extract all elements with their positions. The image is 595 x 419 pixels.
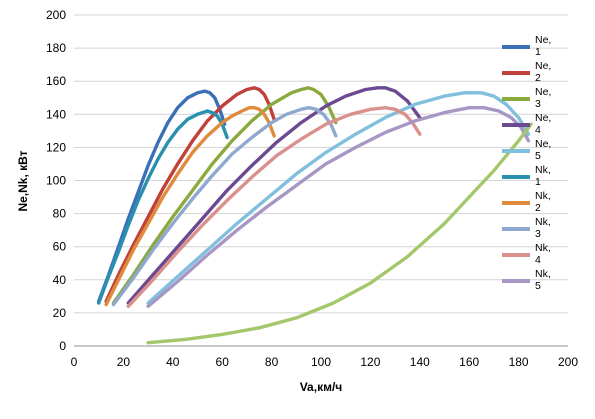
x-tick-label: 200	[558, 355, 578, 369]
series-line-8	[111, 106, 338, 307]
series-line-1	[97, 89, 227, 303]
y-tick-label: 200	[46, 8, 66, 22]
y-tick-label: 40	[53, 273, 67, 287]
legend-label: Nk, 1	[535, 164, 551, 188]
y-tick-label: 180	[46, 41, 66, 55]
y-tick-label: 80	[53, 207, 67, 221]
x-tick-label: 40	[166, 355, 180, 369]
legend-label: Ne, 4	[535, 112, 551, 136]
y-tick-label: 100	[46, 174, 66, 188]
y-tick-label: 60	[53, 240, 67, 254]
legend-label: Nk, 2	[535, 190, 551, 214]
legend-label: Ne, 1	[535, 34, 551, 58]
series-lines	[97, 86, 533, 345]
series-line-7	[104, 106, 276, 307]
tick-labels: 0 20 40 60 80 100 120 140 160 180 200 0 20 40 60 80 100 1…	[46, 8, 578, 369]
y-axis-title: Ne,Nk, кВт	[16, 150, 30, 211]
x-tick-label: 180	[509, 355, 529, 369]
series-line-5	[146, 91, 531, 305]
legend-label: Nk, 5	[535, 268, 551, 292]
x-tick-label: 140	[410, 355, 430, 369]
legend-label: Ne, 5	[535, 138, 551, 162]
x-tick-label: 20	[117, 355, 131, 369]
legend-label: Nk, 4	[535, 242, 551, 266]
y-tick-label: 160	[46, 74, 66, 88]
y-tick-label: 140	[46, 107, 66, 121]
x-tick-label: 100	[311, 355, 331, 369]
series-line-10	[146, 106, 531, 308]
legend-label: Ne, 3	[535, 86, 551, 110]
legend: Ne, 1 Ne, 2 Ne, 3 Ne, 4 Ne, 5 Nk, 1 Nk, 2 Nk, 3 Nk, 4 Nk, 5	[502, 34, 551, 292]
y-tick-label: 20	[53, 306, 67, 320]
legend-label: Nk, 3	[535, 216, 551, 240]
y-tick-label: 0	[59, 339, 66, 353]
x-tick-label: 80	[265, 355, 279, 369]
x-axis-title: Va,км/ч	[300, 380, 343, 394]
series-line-4	[126, 86, 422, 305]
series-line-6	[97, 109, 229, 305]
series-line-11	[146, 122, 533, 345]
y-tick-label: 120	[46, 140, 66, 154]
x-tick-label: 120	[360, 355, 380, 369]
legend-label: Ne, 2	[535, 60, 551, 84]
x-tick-label: 0	[71, 355, 78, 369]
x-tick-label: 60	[216, 355, 230, 369]
series-line-9	[126, 106, 422, 308]
x-tick-label: 160	[459, 355, 479, 369]
